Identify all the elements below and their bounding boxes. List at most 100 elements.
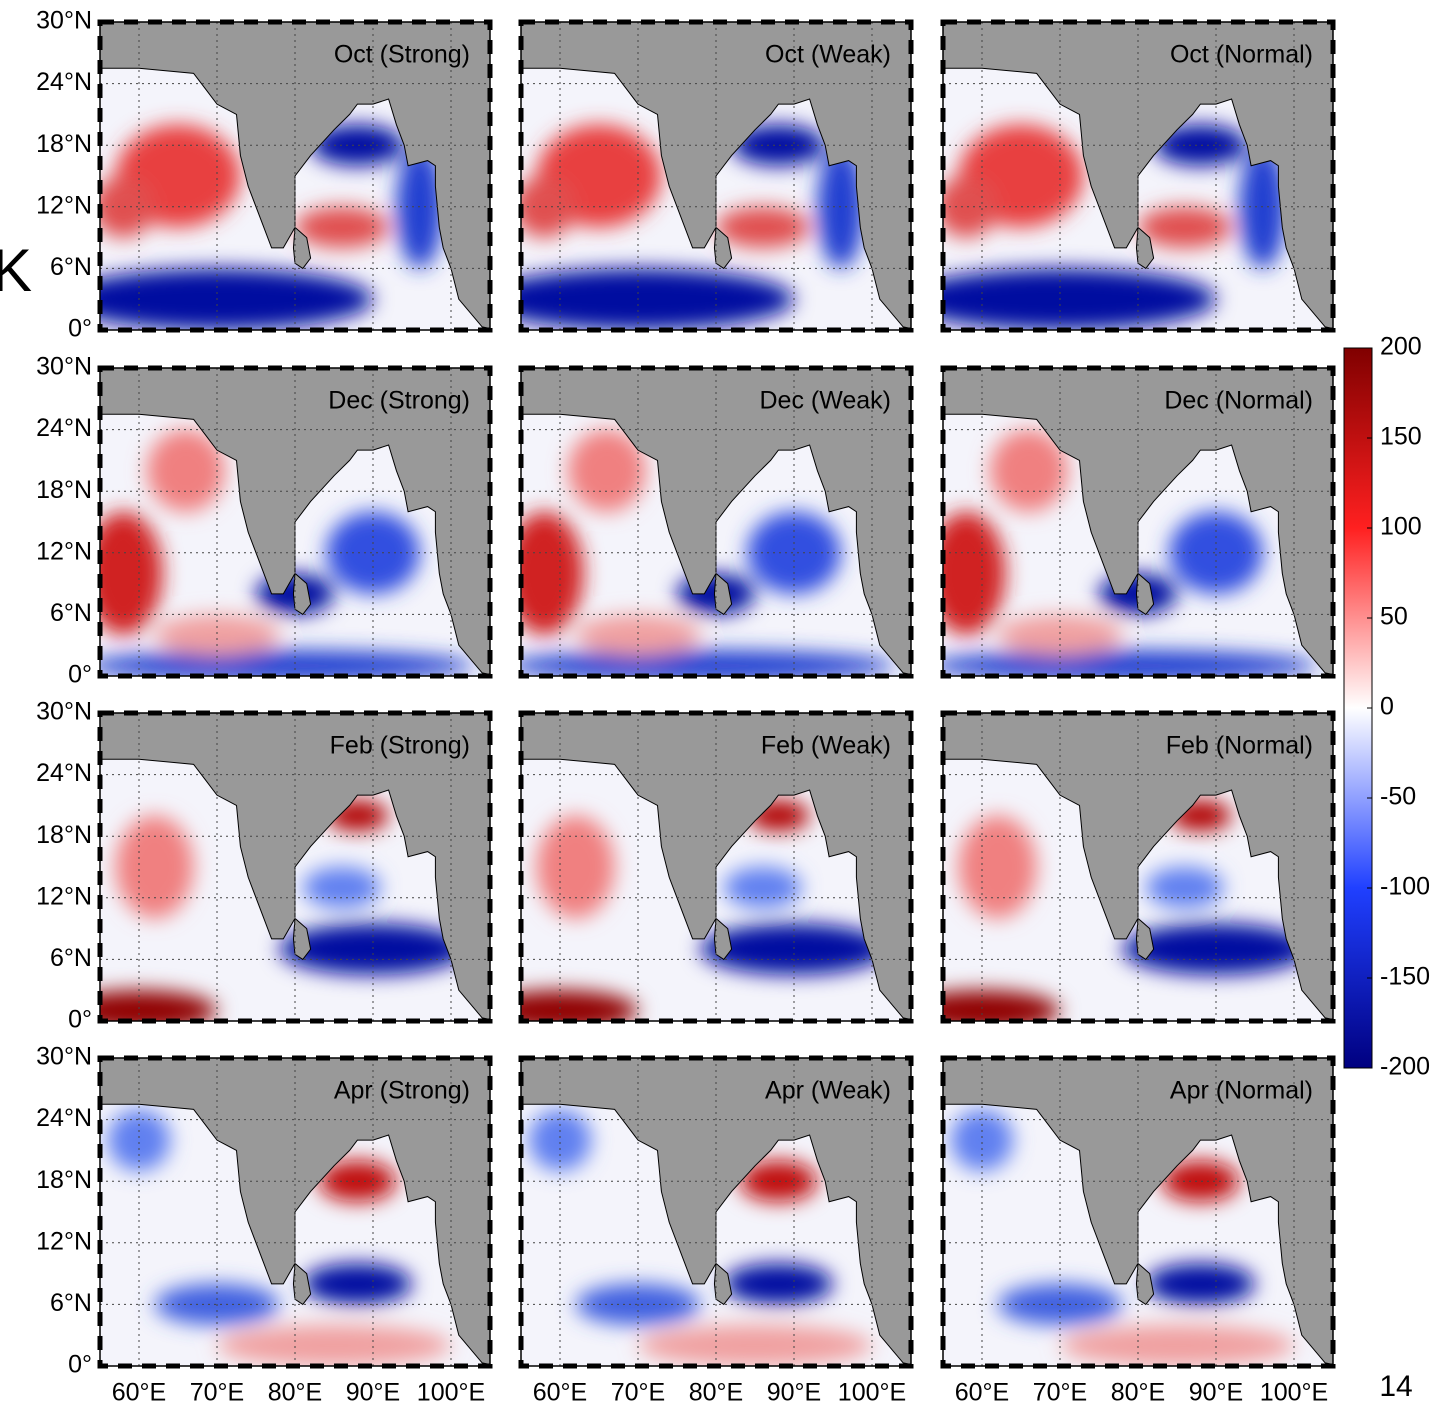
anomaly-patch <box>943 511 1006 635</box>
anomaly-patch <box>521 268 794 330</box>
ocean-field <box>100 800 467 1021</box>
anomaly-patch <box>716 206 810 248</box>
anomaly-patch <box>1138 206 1232 248</box>
anomaly-patch <box>100 990 217 1021</box>
lat-tick-label: 6°N <box>50 944 92 972</box>
map-panel <box>100 1058 490 1366</box>
lat-tick-label: 24°N <box>36 759 92 787</box>
anomaly-patch <box>536 815 615 919</box>
anomaly-patch <box>100 511 163 635</box>
land <box>521 22 911 329</box>
frame-border <box>97 19 493 333</box>
anomaly-patch <box>521 990 638 1021</box>
map-panel <box>100 713 490 1021</box>
edge-text: K <box>0 237 32 304</box>
panel-title: Dec (Weak) <box>759 387 891 415</box>
lon-tick-label: 100°E <box>1260 1379 1328 1407</box>
panel-title: Apr (Normal) <box>1170 1077 1313 1105</box>
frame-border <box>97 1055 493 1369</box>
frame-border <box>940 1055 1336 1369</box>
lat-tick-label: 30°N <box>36 353 92 381</box>
map-panel <box>943 713 1333 1021</box>
frame-border <box>940 365 1336 679</box>
panel-title: Apr (Weak) <box>765 1077 891 1105</box>
panel-title: Oct (Weak) <box>765 41 891 69</box>
anomaly-patch <box>943 176 998 238</box>
land <box>943 368 1333 675</box>
anomaly-patch <box>1145 1263 1255 1305</box>
ocean-field <box>950 1109 1294 1366</box>
anomaly-patch <box>950 1109 1014 1171</box>
ocean-field <box>943 800 1310 1021</box>
anomaly-patch <box>279 923 467 975</box>
lat-tick-label: 12°N <box>36 537 92 565</box>
anomaly-patch <box>723 1263 834 1305</box>
land <box>713 917 733 961</box>
land <box>943 713 1333 1020</box>
anomaly-patch <box>1060 1324 1294 1366</box>
anomaly-patch <box>217 1324 451 1366</box>
land <box>292 917 312 961</box>
map-panel <box>943 368 1333 676</box>
anomaly-patch <box>302 867 381 909</box>
lat-tick-label: 24°N <box>36 68 92 96</box>
anomaly-patch <box>100 176 155 238</box>
map-panel <box>943 1058 1333 1366</box>
map-panel <box>521 368 911 676</box>
lat-tick-label: 30°N <box>36 698 92 726</box>
ocean-field <box>943 429 1318 676</box>
lon-tick-label: 70°E <box>190 1379 244 1407</box>
land <box>521 713 911 1020</box>
lat-tick-label: 12°N <box>36 1227 92 1255</box>
anomaly-patch <box>521 511 584 635</box>
lon-tick-label: 80°E <box>689 1379 743 1407</box>
ocean-field <box>100 124 444 330</box>
panel-title: Feb (Weak) <box>761 732 891 760</box>
ocean-field <box>528 1109 872 1366</box>
anomaly-patch <box>528 1109 592 1171</box>
land <box>100 22 490 329</box>
lon-tick-label: 60°E <box>533 1379 587 1407</box>
land <box>713 1262 733 1306</box>
frame-border <box>940 19 1336 333</box>
anomaly-patch <box>521 176 576 238</box>
anomaly-patch <box>943 650 1318 676</box>
anomaly-patch <box>1169 511 1263 594</box>
lon-tick-label: 70°E <box>1033 1379 1087 1407</box>
anomaly-patch <box>310 124 405 166</box>
lat-tick-label: 0° <box>68 1006 92 1034</box>
frame-border <box>518 710 914 1024</box>
anomaly-patch <box>997 614 1123 656</box>
anomaly-patch <box>100 268 373 330</box>
frame-border <box>97 365 493 679</box>
colorbar-tick-label: 50 <box>1380 603 1408 631</box>
land <box>100 713 490 1020</box>
lon-tick-label: 90°E <box>346 1379 400 1407</box>
ocean-field <box>521 429 896 676</box>
frame-border <box>97 710 493 1024</box>
lat-tick-label: 12°N <box>36 882 92 910</box>
anomaly-patch <box>295 206 389 248</box>
colorbar-tick-label: 100 <box>1380 513 1422 541</box>
map-panel <box>100 368 490 676</box>
lat-tick-label: 6°N <box>50 1289 92 1317</box>
land <box>1135 1262 1155 1306</box>
land <box>943 22 1333 329</box>
colorbar-tick-label: -150 <box>1380 963 1430 991</box>
colorbar-tick-label: -200 <box>1380 1053 1430 1081</box>
anomaly-patch <box>100 650 475 676</box>
anomaly-patch <box>107 1109 171 1171</box>
lon-tick-label: 90°E <box>767 1379 821 1407</box>
lat-tick-label: 18°N <box>36 821 92 849</box>
ocean-field <box>521 800 888 1021</box>
land <box>1135 572 1155 616</box>
lat-tick-label: 0° <box>68 1351 92 1379</box>
map-panel <box>521 713 911 1021</box>
panel-title: Feb (Strong) <box>330 732 470 760</box>
anomaly-patch <box>638 1324 872 1366</box>
anomaly-patch <box>943 268 1216 330</box>
colorbar-tick-label: 150 <box>1380 423 1422 451</box>
frame-border <box>518 365 914 679</box>
lon-tick-label: 100°E <box>838 1379 906 1407</box>
